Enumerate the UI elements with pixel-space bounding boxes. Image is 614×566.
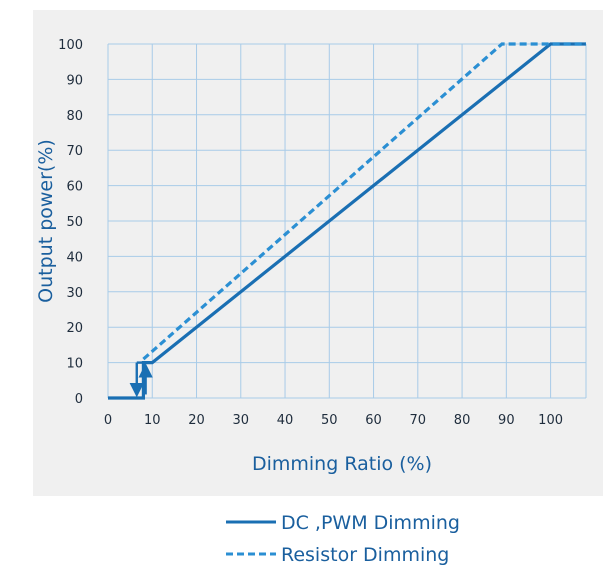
x-tick-label: 30 [233,413,250,428]
x-tick-label: 60 [365,413,382,428]
y-tick-label: 50 [66,215,83,230]
x-tick-label: 90 [498,413,515,428]
series-layer [108,42,586,400]
y-tick-label: 90 [66,73,83,88]
legend-label-dc-pwm: DC ,PWM Dimming [281,512,460,534]
y-tick-label: 30 [66,286,83,301]
x-tick-label: 70 [410,413,427,428]
y-tick-label: 10 [66,357,83,372]
x-axis-title: Dimming Ratio (%) [252,453,432,475]
y-tick-label: 60 [66,180,83,195]
y-tick-label: 70 [66,144,83,159]
y-tick-label: 0 [75,392,83,407]
legend-label-resistor: Resistor Dimming [281,544,449,566]
x-tick-label: 20 [188,413,205,428]
y-tick-label: 100 [58,38,83,53]
annotation-layer [129,361,153,398]
x-tick-label: 50 [321,413,338,428]
x-tick-label: 80 [454,413,471,428]
plot-panel [33,10,603,496]
y-tick-label: 40 [66,250,83,265]
y-tick-label: 80 [66,109,83,124]
y-tick-label: 20 [66,321,83,336]
x-tick-label: 10 [144,413,161,428]
x-tick-label: 0 [104,413,112,428]
x-tick-label: 100 [538,413,563,428]
legend: DC ,PWM Dimming Resistor Dimming [226,512,460,566]
x-tick-label: 40 [277,413,294,428]
tick-labels: 0 10 20 30 40 50 60 70 80 90 100 0 10 20 30 40 50 60 70 80 9… [58,38,563,428]
series-resistor-line [142,42,586,361]
y-axis-title: Output power(%) [35,139,57,303]
